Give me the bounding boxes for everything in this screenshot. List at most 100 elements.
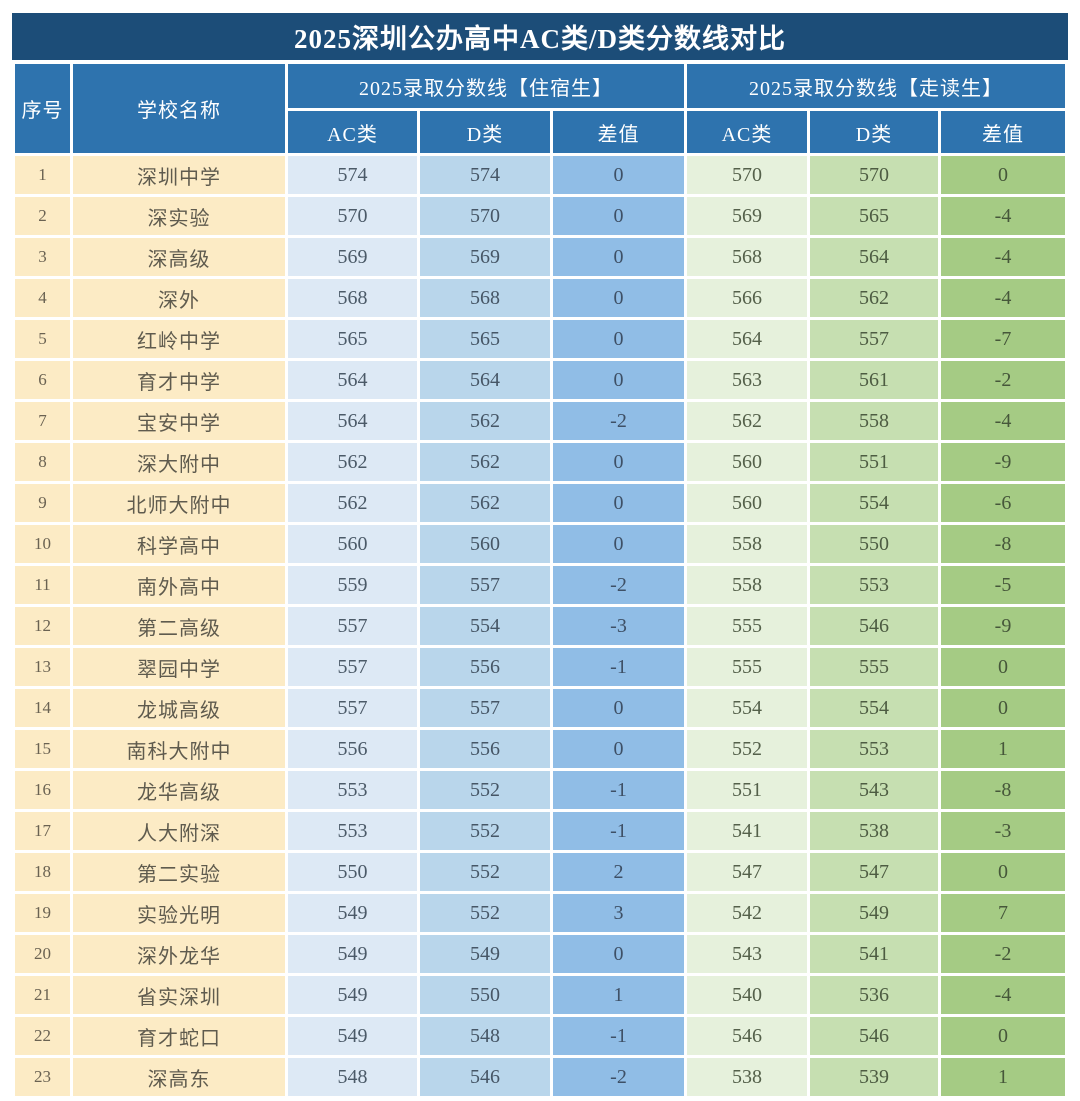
day-d-cell: 550 <box>810 525 938 563</box>
day-diff-cell: -2 <box>941 935 1065 973</box>
table-row: 21 省实深圳 549 550 1 540 536 -4 <box>15 976 1065 1014</box>
table-row: 5 红岭中学 565 565 0 564 557 -7 <box>15 320 1065 358</box>
header-boarding-d: D类 <box>420 111 550 153</box>
header-group-boarding: 2025录取分数线【住宿生】 <box>288 64 684 108</box>
day-diff-cell: -5 <box>941 566 1065 604</box>
boarding-d-cell: 570 <box>420 197 550 235</box>
school-name-cell: 省实深圳 <box>73 976 285 1014</box>
table-row: 20 深外龙华 549 549 0 543 541 -2 <box>15 935 1065 973</box>
table-row: 22 育才蛇口 549 548 -1 546 546 0 <box>15 1017 1065 1055</box>
row-number-cell: 1 <box>15 156 70 194</box>
boarding-diff-cell: -2 <box>553 566 684 604</box>
header-day-ac: AC类 <box>687 111 807 153</box>
header-day-d: D类 <box>810 111 938 153</box>
row-number-cell: 6 <box>15 361 70 399</box>
table-row: 8 深大附中 562 562 0 560 551 -9 <box>15 443 1065 481</box>
school-name-cell: 科学高中 <box>73 525 285 563</box>
boarding-ac-cell: 550 <box>288 853 417 891</box>
boarding-d-cell: 557 <box>420 566 550 604</box>
school-name-cell: 深实验 <box>73 197 285 235</box>
day-diff-cell: 0 <box>941 853 1065 891</box>
row-number-cell: 3 <box>15 238 70 276</box>
boarding-ac-cell: 564 <box>288 402 417 440</box>
row-number-cell: 18 <box>15 853 70 891</box>
day-diff-cell: -4 <box>941 279 1065 317</box>
day-ac-cell: 543 <box>687 935 807 973</box>
row-number-cell: 22 <box>15 1017 70 1055</box>
header-sub-row: AC类 D类 差值 AC类 D类 差值 <box>15 111 1065 153</box>
row-number-cell: 20 <box>15 935 70 973</box>
boarding-ac-cell: 548 <box>288 1058 417 1096</box>
boarding-diff-cell: -1 <box>553 648 684 686</box>
boarding-diff-cell: -1 <box>553 812 684 850</box>
boarding-diff-cell: -2 <box>553 1058 684 1096</box>
school-name-cell: 北师大附中 <box>73 484 285 522</box>
boarding-ac-cell: 562 <box>288 484 417 522</box>
day-ac-cell: 555 <box>687 607 807 645</box>
table-row: 7 宝安中学 564 562 -2 562 558 -4 <box>15 402 1065 440</box>
table-row: 13 翠园中学 557 556 -1 555 555 0 <box>15 648 1065 686</box>
school-name-cell: 深大附中 <box>73 443 285 481</box>
boarding-diff-cell: 3 <box>553 894 684 932</box>
header-boarding-ac: AC类 <box>288 111 417 153</box>
day-diff-cell: -3 <box>941 812 1065 850</box>
day-diff-cell: 0 <box>941 689 1065 727</box>
day-diff-cell: 0 <box>941 156 1065 194</box>
day-d-cell: 553 <box>810 730 938 768</box>
day-ac-cell: 552 <box>687 730 807 768</box>
row-number-cell: 11 <box>15 566 70 604</box>
boarding-diff-cell: 0 <box>553 156 684 194</box>
boarding-d-cell: 556 <box>420 648 550 686</box>
score-comparison-table: 序号 学校名称 2025录取分数线【住宿生】 2025录取分数线【走读生】 AC… <box>12 61 1068 1099</box>
boarding-diff-cell: 2 <box>553 853 684 891</box>
boarding-diff-cell: 0 <box>553 484 684 522</box>
day-d-cell: 541 <box>810 935 938 973</box>
table-row: 16 龙华高级 553 552 -1 551 543 -8 <box>15 771 1065 809</box>
title-bar: 2025深圳公办高中AC类/D类分数线对比 <box>12 13 1068 60</box>
table-row: 15 南科大附中 556 556 0 552 553 1 <box>15 730 1065 768</box>
row-number-cell: 9 <box>15 484 70 522</box>
table-row: 23 深高东 548 546 -2 538 539 1 <box>15 1058 1065 1096</box>
boarding-d-cell: 562 <box>420 402 550 440</box>
boarding-ac-cell: 565 <box>288 320 417 358</box>
day-diff-cell: 1 <box>941 1058 1065 1096</box>
day-ac-cell: 551 <box>687 771 807 809</box>
boarding-ac-cell: 557 <box>288 689 417 727</box>
boarding-diff-cell: 0 <box>553 320 684 358</box>
boarding-ac-cell: 560 <box>288 525 417 563</box>
header-no: 序号 <box>15 64 70 153</box>
day-d-cell: 547 <box>810 853 938 891</box>
table-row: 3 深高级 569 569 0 568 564 -4 <box>15 238 1065 276</box>
row-number-cell: 8 <box>15 443 70 481</box>
header-school-name: 学校名称 <box>73 64 285 153</box>
boarding-diff-cell: -2 <box>553 402 684 440</box>
day-d-cell: 538 <box>810 812 938 850</box>
day-ac-cell: 563 <box>687 361 807 399</box>
school-name-cell: 育才中学 <box>73 361 285 399</box>
row-number-cell: 19 <box>15 894 70 932</box>
table-row: 2 深实验 570 570 0 569 565 -4 <box>15 197 1065 235</box>
school-name-cell: 育才蛇口 <box>73 1017 285 1055</box>
boarding-ac-cell: 549 <box>288 894 417 932</box>
school-name-cell: 深圳中学 <box>73 156 285 194</box>
school-name-cell: 南科大附中 <box>73 730 285 768</box>
table-row: 18 第二实验 550 552 2 547 547 0 <box>15 853 1065 891</box>
school-name-cell: 龙华高级 <box>73 771 285 809</box>
boarding-d-cell: 574 <box>420 156 550 194</box>
day-d-cell: 539 <box>810 1058 938 1096</box>
day-d-cell: 558 <box>810 402 938 440</box>
school-name-cell: 红岭中学 <box>73 320 285 358</box>
boarding-d-cell: 562 <box>420 443 550 481</box>
row-number-cell: 15 <box>15 730 70 768</box>
boarding-d-cell: 556 <box>420 730 550 768</box>
row-number-cell: 21 <box>15 976 70 1014</box>
school-name-cell: 人大附深 <box>73 812 285 850</box>
boarding-d-cell: 557 <box>420 689 550 727</box>
day-d-cell: 554 <box>810 484 938 522</box>
boarding-d-cell: 569 <box>420 238 550 276</box>
row-number-cell: 17 <box>15 812 70 850</box>
table-row: 4 深外 568 568 0 566 562 -4 <box>15 279 1065 317</box>
boarding-d-cell: 552 <box>420 894 550 932</box>
row-number-cell: 16 <box>15 771 70 809</box>
